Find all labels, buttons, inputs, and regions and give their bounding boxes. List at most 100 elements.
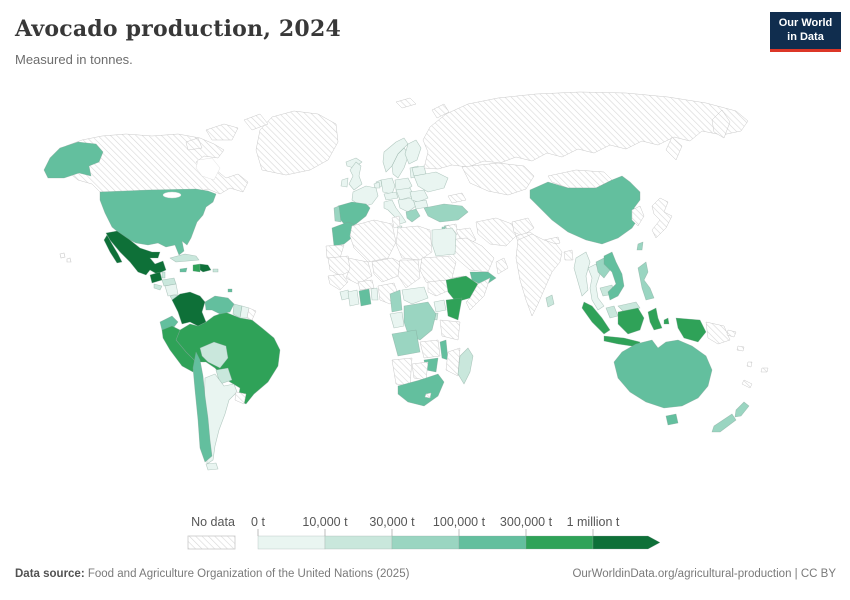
country-trinidad[interactable]	[227, 288, 233, 293]
country-fiji[interactable]	[760, 367, 769, 373]
country-canada-arctic-1[interactable]	[205, 123, 239, 141]
country-libya[interactable]	[395, 225, 433, 261]
legend-bin-3[interactable]	[458, 535, 527, 550]
country-oman[interactable]	[495, 257, 509, 275]
country-lesotho[interactable]	[424, 392, 432, 399]
country-new-zealand-north[interactable]	[734, 401, 750, 418]
country-caucasus[interactable]	[447, 192, 467, 204]
country-svalbard[interactable]	[395, 97, 417, 109]
legend-bin-0[interactable]	[257, 535, 326, 550]
country-canada-arctic-3[interactable]	[185, 137, 203, 151]
country-iran[interactable]	[475, 217, 517, 247]
country-venezuela[interactable]	[204, 295, 235, 315]
country-cameroon[interactable]	[389, 289, 403, 313]
country-mali[interactable]	[345, 257, 373, 285]
country-tasmania[interactable]	[665, 413, 679, 426]
country-indonesia-maluku[interactable]	[663, 317, 670, 325]
country-colombia[interactable]	[171, 291, 207, 327]
country-india[interactable]	[515, 233, 563, 317]
country-botswana[interactable]	[411, 361, 429, 381]
country-ukraine[interactable]	[413, 171, 449, 193]
legend-bin-2[interactable]	[391, 535, 460, 550]
country-haiti[interactable]	[192, 263, 201, 273]
country-solomon-islands[interactable]	[736, 345, 745, 352]
country-tunisia[interactable]	[391, 215, 401, 229]
country-france[interactable]	[351, 185, 379, 208]
country-new-caledonia[interactable]	[741, 379, 753, 389]
country-novaya-zemlya[interactable]	[431, 103, 450, 119]
country-uganda[interactable]	[433, 299, 447, 313]
legend-bin-4[interactable]	[525, 535, 594, 550]
country-tanzania[interactable]	[439, 319, 461, 341]
owid-logo[interactable]: Our World in Data	[770, 12, 841, 52]
country-indonesia-kalimantan[interactable]	[617, 307, 645, 335]
country-alpine[interactable]	[383, 191, 399, 201]
country-indonesia-sulawesi[interactable]	[647, 307, 663, 331]
country-united-kingdom[interactable]	[348, 161, 363, 191]
country-taiwan[interactable]	[636, 241, 644, 251]
country-afghanistan[interactable]	[511, 217, 535, 237]
country-indonesia-sumatra[interactable]	[581, 301, 611, 335]
country-malaysia-borneo[interactable]	[617, 301, 641, 313]
country-puerto-rico[interactable]	[212, 268, 219, 273]
country-nicaragua[interactable]	[164, 283, 179, 297]
legend-bin-1[interactable]	[324, 535, 393, 550]
legend-color-bar[interactable]	[186, 527, 668, 553]
country-russia[interactable]	[422, 91, 749, 170]
country-mexico-baja[interactable]	[103, 234, 123, 264]
country-balkans[interactable]	[397, 197, 417, 213]
country-algeria[interactable]	[349, 219, 397, 263]
country-gabon-congo[interactable]	[389, 311, 405, 329]
country-benelux[interactable]	[373, 181, 381, 189]
country-philippines[interactable]	[637, 261, 655, 301]
country-ghana[interactable]	[358, 288, 372, 307]
country-south-sudan[interactable]	[427, 279, 451, 297]
country-alaska[interactable]	[43, 141, 104, 179]
country-niger[interactable]	[371, 257, 401, 283]
country-kenya[interactable]	[445, 297, 463, 321]
country-turkey[interactable]	[423, 203, 469, 223]
country-myanmar[interactable]	[573, 251, 591, 297]
country-uruguay[interactable]	[234, 391, 247, 405]
country-namibia[interactable]	[391, 357, 413, 387]
country-finland[interactable]	[404, 139, 422, 165]
country-mauritania[interactable]	[327, 255, 353, 277]
country-french-guiana[interactable]	[246, 307, 257, 321]
country-south-africa[interactable]	[397, 373, 445, 407]
legend-no-data-swatch[interactable]	[187, 535, 236, 550]
country-mexico[interactable]	[105, 230, 167, 276]
country-cuba[interactable]	[169, 253, 200, 263]
country-central-asia[interactable]	[461, 162, 535, 196]
country-madagascar[interactable]	[457, 347, 474, 385]
country-malawi[interactable]	[439, 339, 449, 361]
country-new-britain[interactable]	[726, 329, 737, 338]
country-australia[interactable]	[613, 339, 713, 409]
country-senegal-guinea[interactable]	[327, 273, 349, 291]
country-guatemala[interactable]	[149, 271, 163, 284]
country-bangladesh[interactable]	[563, 249, 574, 261]
country-chad[interactable]	[397, 259, 421, 289]
country-angola[interactable]	[391, 329, 421, 357]
country-western-sahara[interactable]	[325, 244, 345, 259]
country-zambia[interactable]	[419, 339, 441, 359]
country-portugal[interactable]	[333, 205, 342, 223]
country-mozambique[interactable]	[445, 347, 461, 377]
country-japan[interactable]	[651, 197, 673, 239]
legend-bin-5-arrow[interactable]	[592, 535, 661, 550]
country-tierra-del-fuego[interactable]	[205, 462, 219, 471]
country-russia-fareast[interactable]	[665, 136, 683, 161]
country-greenland[interactable]	[255, 110, 339, 176]
country-indonesia-papua[interactable]	[675, 317, 707, 343]
country-korea[interactable]	[631, 205, 645, 227]
country-egypt[interactable]	[431, 227, 457, 257]
country-italy[interactable]	[383, 199, 407, 225]
country-kamchatka[interactable]	[711, 109, 731, 139]
country-somalia[interactable]	[465, 277, 491, 311]
country-central-african-republic[interactable]	[401, 286, 429, 305]
country-dominican-republic[interactable]	[199, 263, 212, 273]
footer-credit-link[interactable]: OurWorldinData.org/agricultural-producti…	[572, 568, 836, 580]
country-romania[interactable]	[409, 189, 429, 203]
country-el-salvador[interactable]	[153, 283, 163, 291]
country-sri-lanka[interactable]	[545, 294, 555, 308]
country-jamaica[interactable]	[179, 267, 188, 273]
